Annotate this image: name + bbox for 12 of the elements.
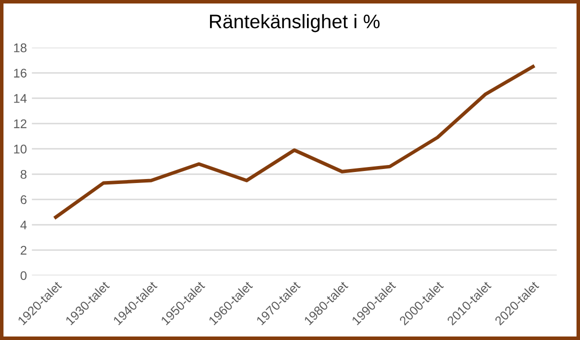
y-tick-label: 2 [20,246,26,255]
y-tick-label: 16 [14,68,26,78]
y-tick-label: 18 [14,43,26,52]
y-tick-label: 8 [20,170,26,179]
y-tick-label: 12 [14,119,26,128]
y-tick-label: 14 [14,94,27,103]
chart-title: Räntekänslighet i % [210,14,380,32]
y-tick-label: 0 [20,271,27,280]
y-tick-label: 6 [20,195,26,204]
line-series [54,64,535,219]
y-tick-label: 4 [20,220,27,230]
y-tick-label: 10 [14,144,27,154]
